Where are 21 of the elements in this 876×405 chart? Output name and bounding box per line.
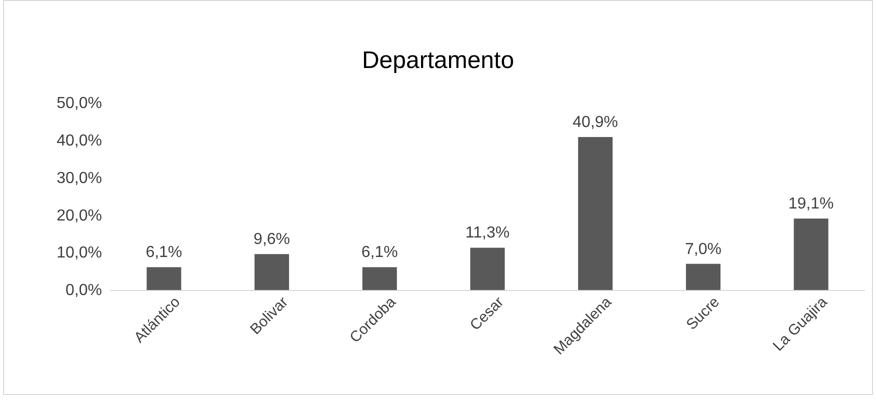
data-label: 6,1% xyxy=(361,244,398,262)
bar xyxy=(254,254,290,290)
y-tick-label: 10,0% xyxy=(56,244,102,262)
data-label: 7,0% xyxy=(684,240,722,258)
y-tick-label: 30,0% xyxy=(56,170,102,187)
bar xyxy=(578,137,613,290)
bar xyxy=(686,264,720,290)
data-label: 40,9% xyxy=(572,114,618,132)
y-tick-label: 0,0% xyxy=(66,282,102,300)
y-tick-label: 20,0% xyxy=(56,207,102,224)
data-label: 19,1% xyxy=(788,196,834,213)
data-label: 9,6% xyxy=(254,231,290,248)
bar xyxy=(794,218,828,290)
y-tick-label: 50,0% xyxy=(56,95,102,112)
data-label: 6,1% xyxy=(146,244,182,262)
chart-title: Departamento xyxy=(362,47,514,74)
bar xyxy=(362,267,397,290)
bar xyxy=(146,267,182,290)
y-tick-label: 40,0% xyxy=(56,132,102,150)
bar xyxy=(470,248,505,290)
data-label: 11,3% xyxy=(465,224,510,242)
